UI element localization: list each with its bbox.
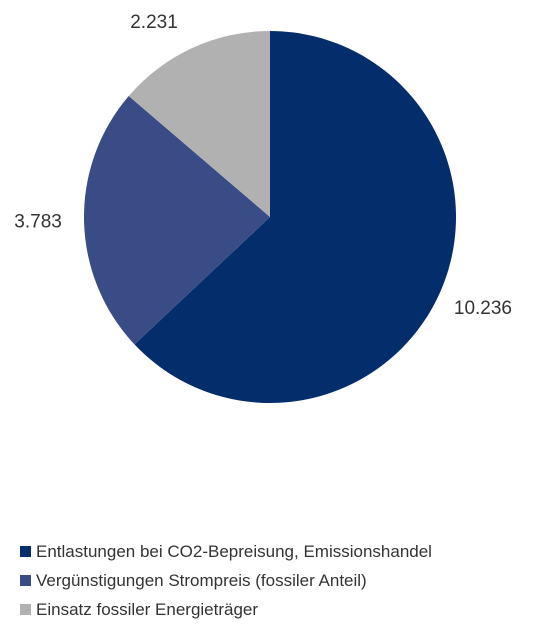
legend-swatch-co2 [20, 546, 31, 557]
legend-swatch-energietraeger [20, 604, 31, 615]
pie-slice-energietraeger [128, 31, 270, 217]
legend-item-energietraeger: Einsatz fossiler Energieträger [20, 595, 432, 624]
pie-chart: 10.236 3.783 2.231 [14, 12, 512, 403]
legend-label-energietraeger: Einsatz fossiler Energieträger [36, 600, 259, 619]
legend-label-strompreis: Vergünstigungen Strompreis (fossiler Ant… [36, 571, 367, 590]
legend-item-strompreis: Vergünstigungen Strompreis (fossiler Ant… [20, 566, 432, 595]
legend-item-co2: Entlastungen bei CO2-Bepreisung, Emissio… [20, 537, 432, 566]
data-label-energietraeger: 2.231 [130, 12, 178, 33]
legend-swatch-strompreis [20, 575, 31, 586]
legend-label-co2: Entlastungen bei CO2-Bepreisung, Emissio… [36, 542, 432, 561]
data-label-co2: 10.236 [454, 298, 512, 319]
pie-slice-strompreis [83, 96, 270, 345]
pie-slice-co2 [134, 31, 456, 403]
legend: Entlastungen bei CO2-Bepreisung, Emissio… [20, 537, 432, 624]
data-label-strompreis: 3.783 [14, 211, 62, 232]
